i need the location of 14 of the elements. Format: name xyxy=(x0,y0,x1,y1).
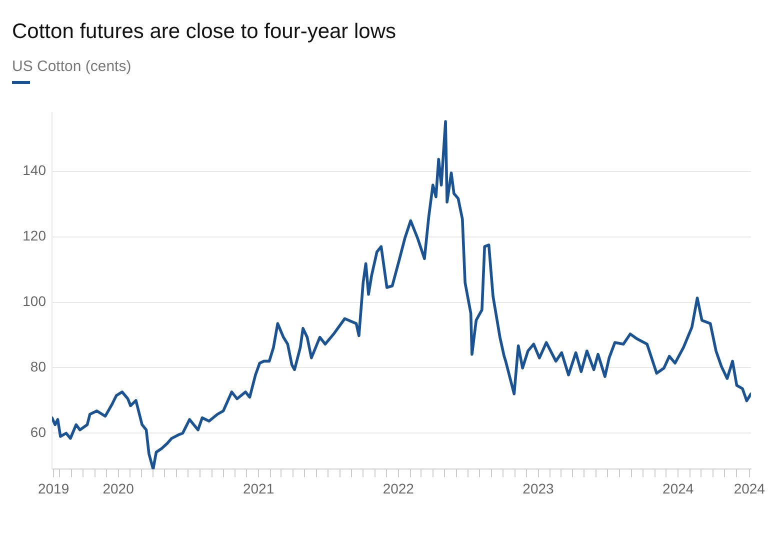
y-tick-label: 80 xyxy=(30,358,46,375)
x-tick-label: 2019 xyxy=(38,480,70,496)
y-tick-label: 100 xyxy=(22,293,46,310)
x-tick-label: 2024 xyxy=(734,480,766,496)
chart-title: Cotton futures are close to four-year lows xyxy=(12,20,396,44)
x-tick-label: 2022 xyxy=(382,480,414,496)
x-tick-label: 2023 xyxy=(522,480,554,496)
x-tick-label: 2024 xyxy=(662,480,694,496)
y-tick-label: 120 xyxy=(22,228,46,244)
text: US Cotton (cents) xyxy=(12,58,132,75)
y-tick-label: 60 xyxy=(30,424,46,440)
x-tick-label: 2020 xyxy=(102,480,134,496)
y-tick-label: 140 xyxy=(22,162,46,178)
x-tick-label: 2021 xyxy=(242,480,274,496)
